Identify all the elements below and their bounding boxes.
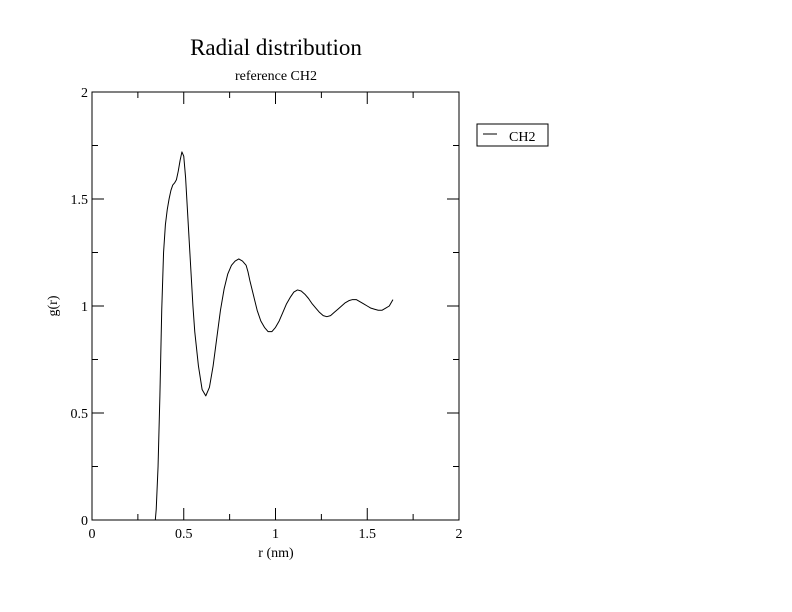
x-tick-label: 2 — [456, 527, 463, 542]
x-axis-label: r (nm) — [258, 546, 294, 561]
legend-box — [476, 123, 549, 147]
y-tick-label: 0 — [81, 514, 88, 529]
y-axis-label: g(r) — [46, 295, 61, 316]
y-tick-label: 2 — [81, 86, 88, 101]
legend: CH2 — [476, 123, 549, 147]
series-layer — [154, 151, 394, 521]
chart-title: Radial distribution — [190, 35, 362, 60]
x-tick-label: 1 — [272, 527, 279, 542]
y-tick-label: 1.5 — [71, 193, 89, 208]
chart-subtitle: reference CH2 — [235, 69, 317, 84]
y-tick-label: 0.5 — [71, 407, 89, 422]
x-tick-label: 0.5 — [175, 527, 193, 542]
plot-area — [91, 91, 460, 521]
x-tick-label: 1.5 — [359, 527, 377, 542]
series-line-ch2 — [154, 151, 394, 521]
x-axis-ticks: 0 0.5 1 1.5 2 — [89, 92, 463, 542]
y-tick-label: 1 — [81, 300, 88, 315]
y-axis-ticks: 0 0.5 1 1.5 2 — [71, 86, 459, 529]
legend-label-ch2: CH2 — [509, 130, 535, 145]
x-tick-label: 0 — [89, 527, 96, 542]
